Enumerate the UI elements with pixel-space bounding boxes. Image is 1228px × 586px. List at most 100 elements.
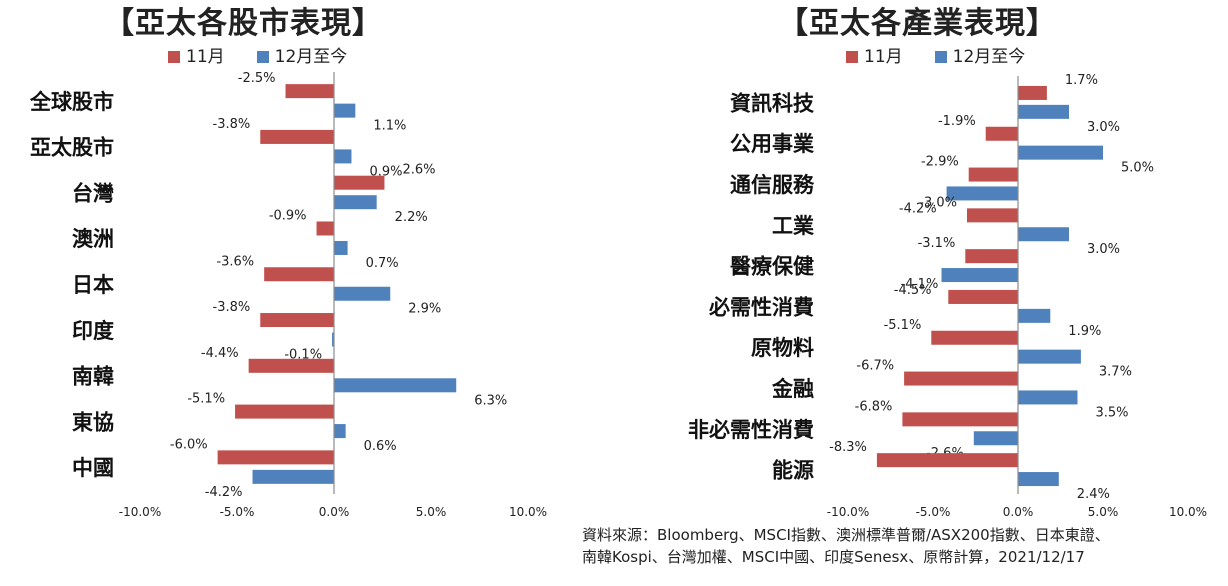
category-label: 日本 [72,273,114,297]
bar-dec [973,431,1018,446]
data-label: 6.3% [474,393,507,408]
data-label: 0.9% [369,164,402,179]
category-label: 澳洲 [72,227,114,251]
x-tick-label: 10.0% [509,505,547,519]
bar-dec [1018,349,1081,364]
bar-nov [968,167,1018,182]
data-label: -5.1% [187,392,225,407]
data-label: -1.9% [938,114,976,129]
source-note-line-1: 資料來源：Bloomberg、MSCI指數、澳洲標準普爾/ASX200指數、日本… [582,526,1110,544]
bar-dec [334,378,457,393]
data-label: 3.7% [1099,365,1132,380]
data-label: -4.1% [901,277,939,292]
category-label: 通信服務 [730,173,815,197]
data-label: -5.1% [884,318,922,333]
data-label: -6.8% [855,399,893,414]
bar-nov [334,175,385,190]
bar-nov [904,371,1018,386]
bar-dec [334,103,356,118]
legend-swatch-dec [256,51,269,63]
x-tick-label: -5.0% [916,505,951,519]
bar-dec [252,469,334,484]
bar-nov [967,208,1018,223]
data-label: 2.2% [395,210,428,225]
category-label: 工業 [772,214,815,238]
data-label: 1.7% [1065,73,1098,88]
bar-nov [985,126,1018,141]
legend-label-dec: 12月至今 [274,47,348,67]
data-label: -3.8% [213,117,251,132]
bar-nov [217,450,334,465]
data-label: -4.2% [205,485,243,500]
bar-nov [902,412,1018,427]
chart-panel-markets: 【亞太各股市表現】 11月 12月至今 全球股市 -2.5% 1.1% 亞太股市 -3.… [0,0,560,520]
category-label: 原物料 [751,336,814,360]
bar-dec [334,240,348,255]
bar-dec [334,286,391,301]
category-label: 亞太股市 [30,136,114,160]
data-label: -4.2% [899,201,937,216]
category-label: 金融 [771,377,814,401]
bar-nov [248,358,334,373]
bar-dec [332,332,334,347]
category-label: 全球股市 [29,90,114,114]
bar-dec [1018,227,1069,242]
source-note-line-2: 南韓Kospi、台灣加權、MSCI中國、印度Senesx、原幣計算，2021/1… [582,548,1085,566]
data-label: -3.8% [213,300,251,315]
bar-dec [941,268,1018,283]
x-tick-label: 10.0% [1169,505,1207,519]
data-label: -2.5% [238,71,276,86]
legend-label-nov: 11月 [864,47,903,67]
data-label: 1.1% [373,119,406,134]
bar-nov [260,313,334,328]
bar-dec [1018,104,1069,119]
x-tick-label: -5.0% [220,505,255,519]
chart-panel-sectors: 【亞太各產業表現】 11月 12月至今 資訊科技 1.7% 3.0% 公用事業 -1.9… [640,0,1228,520]
x-tick-label: -10.0% [827,505,869,519]
data-label: 0.6% [364,439,397,454]
data-label: -4.5% [894,283,932,298]
legend-label-dec: 12月至今 [952,47,1026,67]
bar-nov [948,289,1018,304]
data-label: -4.4% [201,346,239,361]
data-label: -6.0% [170,437,208,452]
data-label: -3.1% [918,236,956,251]
legend-item-dec: 12月至今 [256,46,348,68]
x-tick-label: 0.0% [1003,505,1034,519]
category-label: 非必需性消費 [688,418,814,442]
data-label: -8.3% [829,440,867,455]
category-label: 醫療保健 [730,255,814,279]
legend-item-dec: 12月至今 [934,46,1026,68]
data-label: 2.4% [1077,487,1110,502]
bar-dec [1018,308,1051,323]
bar-dec [1018,390,1078,405]
chart-title: 【亞太各股市表現】 [104,6,383,41]
category-label: 必需性消費 [709,295,814,319]
legend-label-nov: 11月 [186,47,225,67]
chart-title: 【亞太各產業表現】 [778,6,1057,41]
data-label: -3.0% [919,195,957,210]
bar-chart-markets: 全球股市 -2.5% 1.1% 亞太股市 -3.8% 0.9% 台灣 2.6% 2.2% 澳洲 -0… [29,71,547,519]
category-label: 資訊科技 [730,91,815,115]
data-label: 3.5% [1096,405,1129,420]
bar-nov [285,84,334,99]
x-tick-label: 5.0% [416,505,447,519]
bar-dec [1018,145,1103,160]
data-label: -0.9% [269,208,307,223]
bar-nov [316,221,334,236]
data-label: 0.7% [366,256,399,271]
data-label: 2.6% [402,163,435,178]
legend-swatch-nov [168,51,180,63]
bar-nov [235,404,334,419]
bar-nov [260,129,334,144]
category-label: 印度 [72,319,114,343]
data-label: 3.0% [1087,120,1120,135]
category-label: 中國 [72,456,114,480]
category-label: 公用事業 [730,132,815,156]
legend-swatch-dec [934,51,947,63]
data-label: 1.9% [1068,324,1101,339]
chart-legend: 11月 12月至今 [168,46,379,68]
x-tick-label: -10.0% [119,505,161,519]
category-label: 台灣 [72,181,114,205]
bar-nov [931,330,1018,345]
